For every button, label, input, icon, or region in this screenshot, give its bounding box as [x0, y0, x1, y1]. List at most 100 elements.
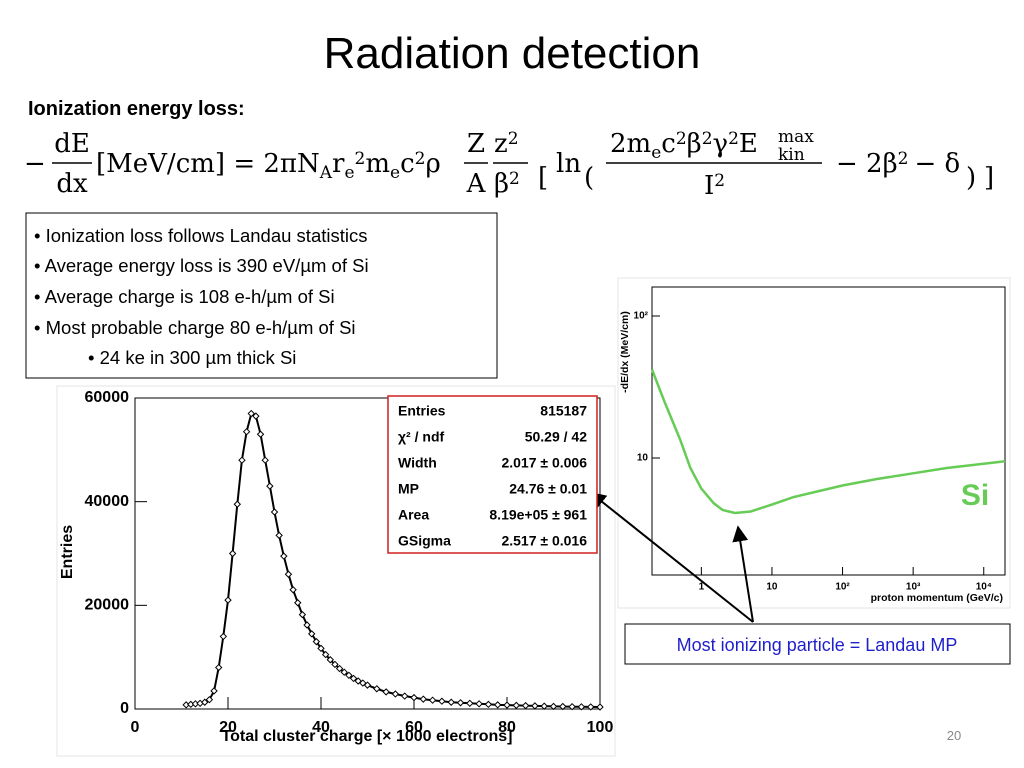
x-axis-title: Total cluster charge [× 1000 electrons]: [222, 728, 513, 745]
data-point: [568, 702, 576, 711]
data-point: [284, 570, 293, 578]
data-point: [503, 701, 511, 709]
formula-part: z2: [494, 129, 519, 159]
formula-part: dx: [56, 169, 88, 199]
stats-box: Entries 815187 χ² / ndf 50.29 / 42 Width 2.01…: [387, 395, 598, 554]
bullet: • 24 ke in 300 µm thick Si: [88, 347, 296, 368]
data-point: [577, 703, 586, 711]
formula: − dE dx [MeV/cm] = 2πNAre2mec2ρ Z A z2 β…: [24, 127, 994, 201]
callout: Most ionizing particle = Landau MP: [677, 635, 958, 655]
arrow: [589, 492, 754, 623]
formula-part: β2: [494, 169, 520, 199]
formula-part: kin: [778, 145, 805, 165]
data-point: [410, 693, 418, 702]
data-point: [456, 699, 465, 707]
x-tick-label: 10: [766, 582, 778, 593]
formula-part: A: [466, 169, 487, 199]
data-point: [447, 698, 455, 706]
formula-part: Z: [467, 129, 485, 159]
data-point: [298, 610, 307, 619]
data-point: [354, 677, 362, 685]
x-tick-label: 40: [312, 719, 330, 736]
stats-label: MP: [398, 481, 419, 497]
y-tick-label: 10: [637, 453, 649, 464]
x-tick-label: 20: [219, 719, 237, 736]
stats-value: 50.29 / 42: [525, 429, 587, 445]
data-point: [484, 700, 493, 709]
stats-label: χ² / ndf: [398, 429, 444, 445]
data-point: [256, 430, 265, 438]
data-point: [201, 698, 209, 706]
formula-inline: [MeV/cm] = 2πNAre2mec2ρ: [96, 149, 441, 183]
data-line: [650, 369, 1006, 515]
x-axis-title: proton momentum (GeV/c): [871, 592, 1003, 604]
formula-denominator: I2: [704, 171, 725, 201]
data-point: [373, 685, 381, 693]
plot-frame: [651, 286, 1006, 576]
stats-label: Area: [398, 507, 429, 523]
x-tick-label: 1: [699, 582, 705, 593]
data-point: [261, 456, 269, 464]
dedx-panel: [617, 277, 1011, 609]
data-point: [400, 692, 409, 700]
chart: 0 20 40 60 80 100 0 20000 40000 60000 Total cluste…: [59, 389, 613, 745]
x-tick-label: 10²: [835, 582, 850, 593]
data-point: [531, 702, 539, 710]
data-point: [428, 696, 437, 704]
data-point: [326, 656, 335, 664]
data-point: [252, 412, 260, 420]
data-point: [205, 695, 214, 704]
formula-tail: − 2β2− δ: [836, 149, 960, 179]
plot-frame: [134, 397, 601, 710]
formula-part: ln: [556, 149, 581, 179]
x-tick-label: 100: [587, 719, 614, 736]
data-point: [275, 531, 283, 540]
y-tick-label: 10²: [634, 311, 649, 322]
data-point: [559, 702, 567, 711]
stats-label: Entries: [398, 403, 446, 419]
stats-value: 2.017 ± 0.006: [501, 455, 587, 471]
data-point: [303, 621, 311, 629]
data-point: [242, 427, 251, 436]
data-point: [512, 701, 521, 710]
page-number: 20: [947, 728, 961, 743]
data-point: [549, 702, 558, 711]
bullet: • Most probable charge 80 e-h/µm of Si: [34, 317, 356, 338]
stats-label: Width: [398, 455, 437, 471]
data-point: [466, 699, 474, 708]
bullets: • Ionization loss follows Landau statist…: [34, 225, 369, 368]
x-tick-label: 0: [131, 719, 140, 736]
data-point: [214, 663, 223, 672]
bracket: (: [584, 163, 594, 193]
formula-numerator: 2mec2β2γ2E: [610, 129, 758, 163]
data-point: [586, 703, 595, 711]
data-point: [331, 660, 339, 669]
bullet-box: [25, 212, 498, 379]
formula-part: max: [778, 127, 814, 147]
stats-value: 2.517 ± 0.016: [501, 533, 587, 549]
data-point: [294, 599, 302, 607]
data-point: [270, 508, 279, 516]
bullet: • Average energy loss is 390 eV/µm of Si: [34, 255, 369, 276]
data-point: [391, 690, 400, 698]
data-point: [345, 671, 353, 680]
data-point: [493, 701, 502, 709]
data-point: [438, 697, 446, 705]
data-point: [521, 701, 530, 710]
data-point: [335, 664, 344, 673]
bracket: ]: [984, 163, 994, 193]
data-point: [280, 552, 288, 560]
bullet: • Ionization loss follows Landau statist…: [34, 225, 367, 246]
data-point: [233, 500, 242, 508]
si-label: Si: [961, 479, 989, 512]
data-point: [340, 668, 348, 676]
data-point: [228, 549, 237, 558]
data-point: [289, 586, 297, 594]
data-point: [317, 644, 325, 653]
data-point: [540, 702, 548, 710]
x-tick-label: 60: [405, 719, 423, 736]
stats-label: GSigma: [398, 533, 451, 549]
y-tick-label: 60000: [85, 389, 130, 406]
y-tick-label: 20000: [85, 597, 130, 614]
